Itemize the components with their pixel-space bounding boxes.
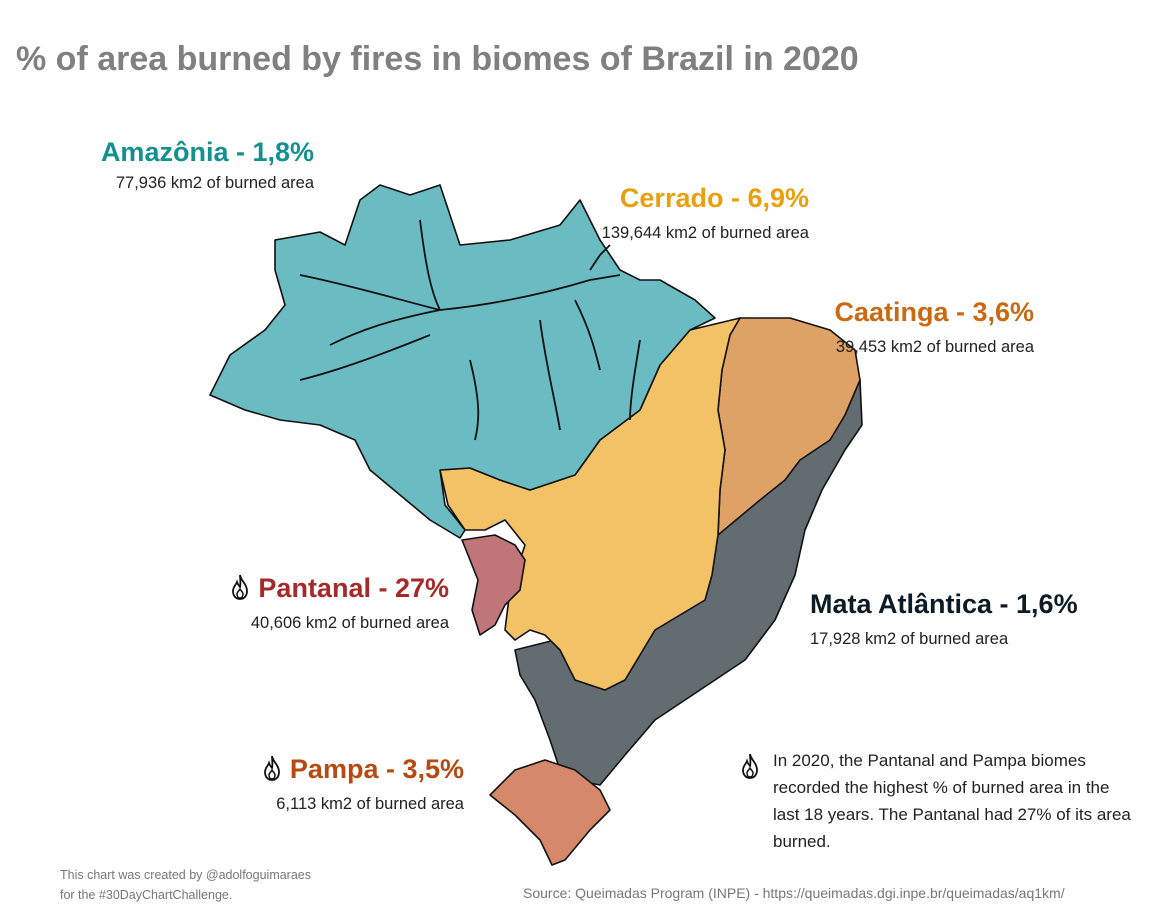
note-text: In 2020, the Pantanal and Pampa biomes r… — [773, 751, 1131, 851]
annotation-note: In 2020, the Pantanal and Pampa biomes r… — [738, 747, 1138, 855]
caatinga-area: 39,453 km2 of burned area — [835, 338, 1034, 356]
amazonia-area: 77,936 km2 of burned area — [115, 174, 314, 192]
label-mata-atlantica: Mata Atlântica - 1,6% 17,928 km2 of burn… — [810, 589, 1078, 652]
credit-line-1: This chart was created by @adolfoguimara… — [60, 868, 312, 882]
pampa-title: Pampa - 3,5% — [260, 754, 464, 785]
mata-atlantica-area: 17,928 km2 of burned area — [810, 630, 1009, 648]
credit: This chart was created by @adolfoguimara… — [60, 865, 311, 905]
credit-line-2: for the #30DayChartChallenge. — [60, 888, 233, 902]
biome-pantanal[interactable] — [461, 534, 526, 636]
fire-icon — [264, 755, 280, 781]
biome-pampa[interactable] — [489, 759, 611, 866]
label-pampa: Pampa - 3,5% 6,113 km2 of burned area — [260, 754, 464, 817]
pantanal-name: Pantanal - 27% — [258, 573, 449, 603]
caatinga-name: Caatinga - 3,6% — [834, 297, 1034, 327]
fire-icon — [742, 753, 758, 779]
amazonia-name: Amazônia - 1,8% — [100, 137, 314, 167]
label-caatinga: Caatinga - 3,6% 39,453 km2 of burned are… — [834, 297, 1034, 360]
source-note: Source: Queimadas Program (INPE) - https… — [523, 885, 1065, 901]
biome-amazonia[interactable] — [209, 184, 716, 539]
mata-atlantica-name: Mata Atlântica - 1,6% — [810, 589, 1078, 619]
chart-title: % of area burned by fires in biomes of B… — [16, 40, 859, 78]
cerrado-area: 139,644 km2 of burned area — [601, 224, 809, 242]
cerrado-name: Cerrado - 6,9% — [619, 183, 809, 213]
pantanal-title: Pantanal - 27% — [228, 573, 449, 604]
label-pantanal: Pantanal - 27% 40,606 km2 of burned area — [228, 573, 449, 636]
pampa-name: Pampa - 3,5% — [289, 754, 464, 784]
label-cerrado: Cerrado - 6,9% 139,644 km2 of burned are… — [599, 183, 809, 246]
pantanal-area: 40,606 km2 of burned area — [250, 614, 449, 632]
fire-icon — [232, 574, 249, 600]
pampa-area: 6,113 km2 of burned area — [276, 795, 464, 813]
label-amazonia: Amazônia - 1,8% 77,936 km2 of burned are… — [101, 137, 314, 196]
